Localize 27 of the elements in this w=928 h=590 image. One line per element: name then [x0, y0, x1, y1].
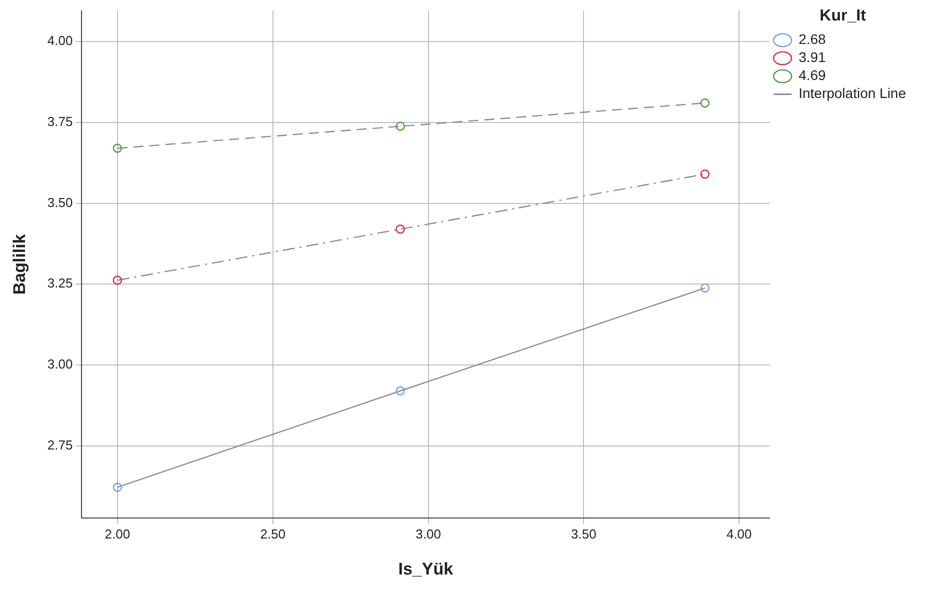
- x-tick-label: 2.00: [104, 526, 130, 542]
- y-tick-label: 3.25: [47, 276, 73, 291]
- y-axis-title: Baglilik: [10, 234, 29, 295]
- x-tick-label: 4.00: [726, 526, 752, 542]
- legend-title: Kur_It: [820, 7, 867, 24]
- point: [112, 144, 122, 153]
- x-tick-label: 3.50: [571, 526, 596, 542]
- y-tick-label: 2.75: [47, 437, 73, 452]
- x-axis-title: Is_Yük: [398, 559, 454, 578]
- point: [700, 283, 710, 293]
- x-tick-label: 3.00: [416, 526, 441, 542]
- point: [700, 98, 710, 108]
- y-tick-label: 3.00: [47, 356, 73, 372]
- point: [396, 224, 405, 234]
- point: [112, 482, 122, 492]
- y-tick-label: 3.50: [47, 194, 73, 210]
- legend-label: 3.91: [798, 49, 826, 66]
- point: [396, 386, 405, 396]
- point: [112, 276, 122, 285]
- y-tick-label: 4.00: [47, 33, 73, 48]
- y-tick-label: 3.75: [47, 114, 73, 129]
- legend-label: 4.69: [798, 67, 826, 84]
- text: Interpolation Line: [798, 85, 906, 102]
- point: [396, 122, 405, 131]
- point: [700, 170, 710, 179]
- x-tick-label: 2.50: [260, 526, 286, 542]
- legend-label: 2.68: [798, 31, 826, 48]
